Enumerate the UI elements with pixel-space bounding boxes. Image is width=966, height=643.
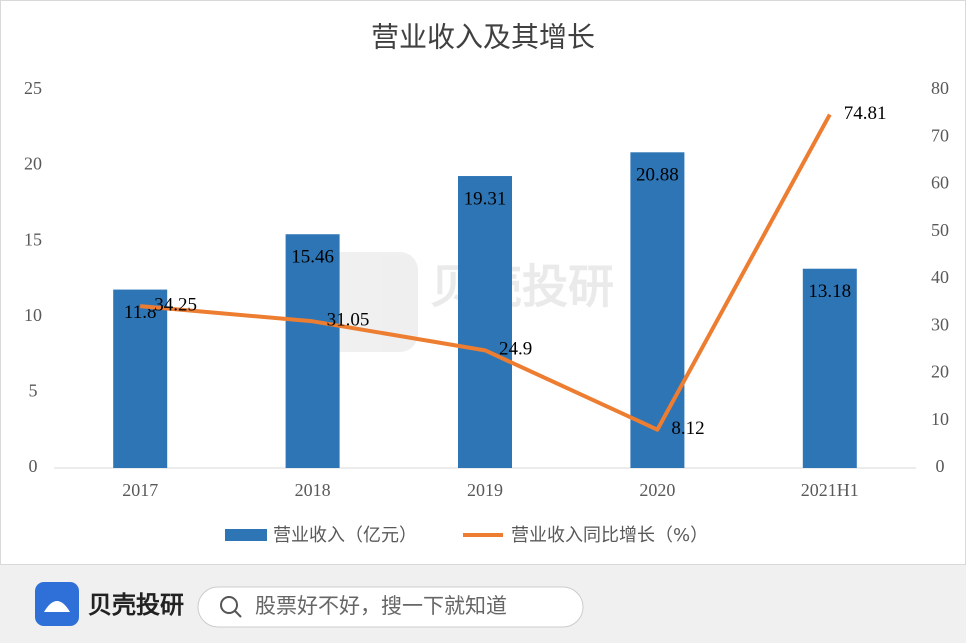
y2-tick-label: 80 [931,78,949,98]
x-tick-label: 2020 [639,480,675,500]
bar-value-label: 20.88 [636,165,679,186]
x-tick-label: 2017 [122,480,158,500]
bar-value-label: 13.18 [808,281,851,302]
y-tick-label: 5 [29,381,38,401]
y2-tick-label: 70 [931,125,949,145]
y2-tick-label: 30 [931,314,949,334]
bar-value-label: 15.46 [291,247,334,268]
y2-tick-label: 20 [931,362,949,382]
search-icon-handle [234,610,242,618]
x-tick-label: 2019 [467,480,503,500]
legend-label: 营业收入同比增长（%） [511,525,708,546]
y-tick-label: 20 [24,154,42,174]
line [140,113,832,432]
bar [630,152,685,468]
search-placeholder[interactable]: 股票好不好，搜一下就知道 [255,594,507,618]
line-value-label: 24.9 [499,339,532,360]
y-tick-label: 25 [24,78,42,98]
y2-tick-label: 60 [931,173,949,193]
y2-tick-label: 50 [931,220,949,240]
y2-tick-label: 40 [931,267,949,287]
bar-value-label: 11.8 [124,302,157,323]
x-tick-label: 2021H1 [801,480,859,500]
y2-tick-label: 0 [936,456,945,476]
brand-logo-shell [44,601,70,612]
line-value-label: 8.12 [671,418,704,439]
y2-tick-label: 10 [931,409,949,429]
bar-value-label: 19.31 [464,188,507,209]
bar [458,176,512,468]
legend-label: 营业收入（亿元） [273,525,417,546]
bar [113,289,168,468]
line-value-label: 74.81 [844,103,887,124]
line-value-label: 31.05 [327,310,370,331]
brand-name[interactable]: 贝壳投研 [88,591,184,619]
y-tick-label: 0 [29,456,38,476]
y-tick-label: 10 [24,305,42,325]
bar [285,234,340,468]
line-value-label: 34.25 [154,295,197,316]
y-tick-label: 15 [24,229,42,249]
x-tick-label: 2018 [295,480,331,500]
search-icon [220,596,238,614]
watermark-text: 贝壳投研 [430,260,614,314]
chart-title: 营业收入及其增长 [371,21,595,53]
search-box[interactable] [197,586,584,628]
bar [802,268,857,468]
legend-swatch [225,529,267,541]
